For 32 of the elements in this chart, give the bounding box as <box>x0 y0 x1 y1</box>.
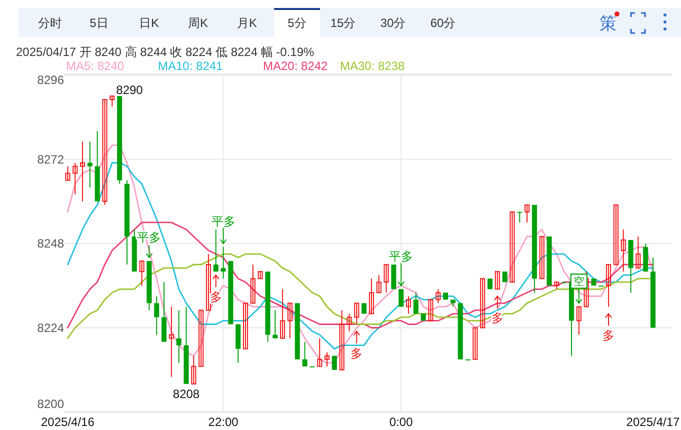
x-tick-label: 2025/4/17 <box>626 415 680 429</box>
annotation: 空 <box>573 275 584 288</box>
text: 分时 <box>38 16 62 30</box>
y-tick-label: 8272 <box>37 152 64 166</box>
text: MA10: 8241 <box>158 59 224 73</box>
y-tick-label: 8224 <box>37 320 64 335</box>
text: 周K <box>188 16 208 30</box>
text: 5日 <box>90 16 108 30</box>
text: 2025/04/17 开 8240 高 8244 收 8224 低 8224 幅 -0.19% <box>16 45 315 59</box>
text: 月K <box>236 16 258 30</box>
text: 30分 <box>380 16 406 30</box>
annotation: 8208 <box>172 386 200 401</box>
y-tick-label: 8248 <box>37 236 64 250</box>
x-tick-label: 22:00 <box>208 415 239 429</box>
text: 5分 <box>288 16 306 30</box>
annotation: 平多 <box>137 230 162 245</box>
y-tick-label: 8200 <box>37 397 64 411</box>
annotation: 多 <box>350 346 363 360</box>
text: 日K <box>138 16 160 30</box>
annotation: 平多 <box>389 250 414 264</box>
annotation: 8290 <box>116 83 144 98</box>
x-tick-label: 2025/4/16 <box>41 415 95 429</box>
text: MA30: 8238 <box>340 59 406 73</box>
text: 策 <box>600 14 616 33</box>
x-tick-label: 0:00 <box>389 415 414 429</box>
text: MA20: 8242 <box>263 59 328 73</box>
text: 15分 <box>330 16 356 30</box>
text: MA5: 8240 <box>66 59 124 73</box>
annotation: 平多 <box>211 214 236 228</box>
annotation: 多 <box>602 328 615 343</box>
y-tick-label: 8296 <box>37 73 64 87</box>
text: 60分 <box>430 16 456 30</box>
